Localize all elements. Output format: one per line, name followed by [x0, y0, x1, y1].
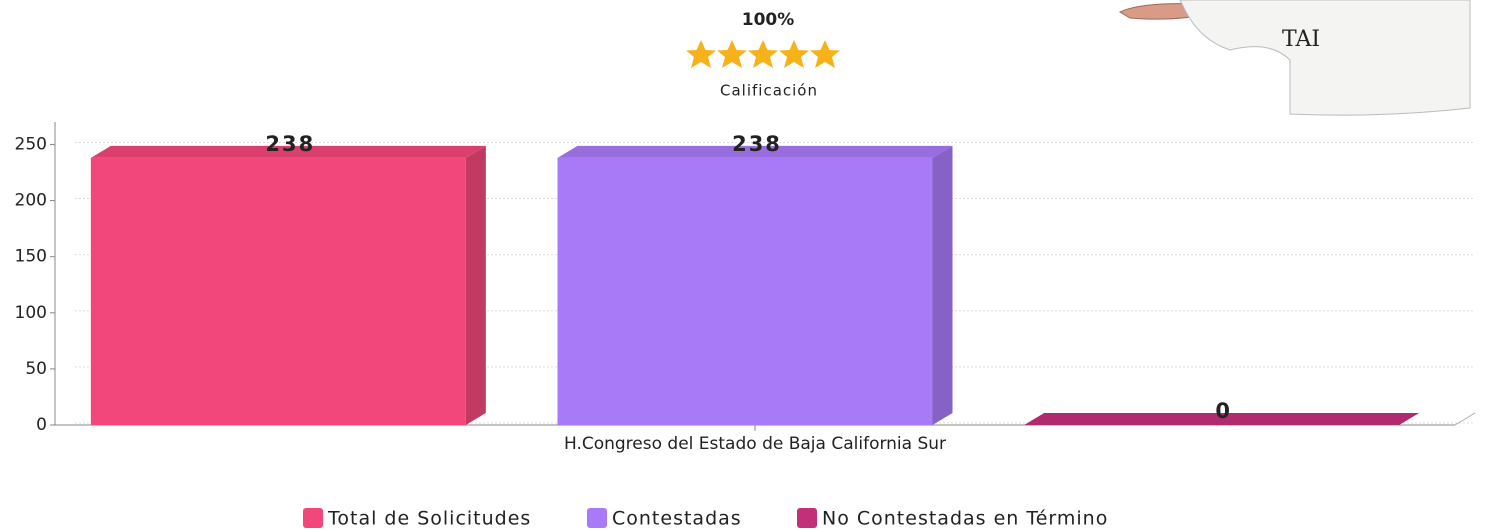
bar-side [466, 146, 486, 425]
x-tick-label: H.Congreso del Estado de Baja California… [564, 434, 946, 454]
legend-label: No Contestadas en Término [822, 508, 1108, 530]
page: TAI 100% Calificación 0 50 100 150 200 250 H.C… [0, 0, 1485, 531]
legend-label: Contestadas [612, 508, 742, 530]
chart: TAI 100% Calificación 0 50 100 150 200 250 H.C… [0, 0, 1485, 531]
bar-front [91, 158, 466, 425]
rating-stars [686, 40, 840, 68]
bar-side [933, 146, 953, 425]
legend-swatch [797, 508, 817, 528]
legend-swatch [587, 508, 607, 528]
bar [91, 146, 486, 425]
bar [558, 146, 953, 425]
y-tick-label: 0 [36, 415, 47, 435]
legend-label: Total de Solicitudes [327, 508, 531, 530]
y-tick-label: 250 [15, 134, 47, 154]
svg-text:TAI: TAI [1282, 27, 1320, 52]
value-label: 238 [732, 132, 782, 156]
value-label: 238 [265, 132, 315, 156]
rating-percent: 100% [742, 10, 795, 30]
bar-front [558, 158, 933, 425]
y-tick-label: 50 [25, 359, 47, 379]
y-tick-label: 100 [15, 303, 47, 323]
y-tick-label: 150 [15, 247, 47, 267]
value-label: 0 [1215, 399, 1232, 423]
rating-label: Calificación [720, 82, 818, 100]
mascot: TAI [1120, 0, 1470, 115]
legend-swatch [303, 508, 323, 528]
y-tick-label: 200 [15, 191, 47, 211]
